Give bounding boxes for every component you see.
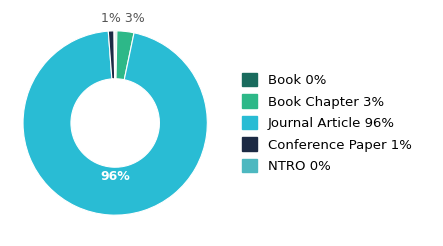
- Wedge shape: [108, 31, 115, 79]
- Wedge shape: [115, 31, 117, 79]
- Text: 1% 3%: 1% 3%: [101, 12, 144, 25]
- Legend: Book 0%, Book Chapter 3%, Journal Article 96%, Conference Paper 1%, NTRO 0%: Book 0%, Book Chapter 3%, Journal Articl…: [241, 73, 412, 173]
- Text: 96%: 96%: [100, 170, 130, 183]
- Wedge shape: [116, 31, 134, 80]
- Wedge shape: [23, 31, 207, 215]
- Wedge shape: [114, 31, 115, 79]
